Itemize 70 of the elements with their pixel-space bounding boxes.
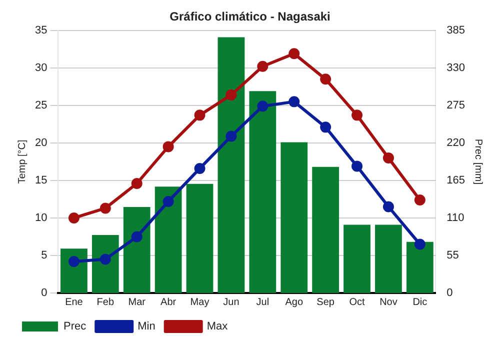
x-tick-label: Jun	[223, 296, 240, 308]
y2-axis-title: Prec [mm]	[472, 138, 484, 185]
y-tick-label: 15	[34, 174, 48, 186]
point	[194, 162, 206, 174]
point	[257, 60, 268, 72]
point	[100, 254, 111, 265]
y2-tick-label: 110	[446, 212, 464, 224]
point	[288, 96, 300, 108]
point	[320, 74, 332, 85]
y-tick-label: 25	[34, 99, 48, 112]
y2-tick-label: 55	[446, 250, 459, 262]
legend-label: Max	[206, 320, 228, 333]
x-tick-label: Nov	[380, 296, 398, 308]
point	[414, 194, 426, 206]
point	[162, 141, 174, 152]
x-tick-label: Abr	[160, 296, 177, 308]
bar	[60, 248, 88, 293]
bar	[312, 166, 340, 293]
bar	[344, 224, 370, 293]
x-tick-label: Ago	[285, 296, 304, 308]
y2-tick-label: 330	[446, 62, 466, 74]
bar	[186, 184, 214, 293]
y2-tick-label: 0	[446, 287, 453, 300]
x-tick-label: Mar	[128, 296, 146, 308]
bar	[154, 186, 182, 293]
x-tick-label: Sep	[316, 296, 335, 308]
point	[382, 152, 394, 164]
x-tick-label: Jul	[256, 296, 270, 308]
y2-tick-label: 385	[446, 24, 466, 36]
bar	[123, 207, 150, 293]
x-tick-label: Dic	[412, 296, 428, 308]
point	[382, 201, 394, 212]
bar	[375, 224, 402, 293]
legend-label: Min	[138, 320, 156, 333]
point	[226, 89, 237, 100]
point	[162, 196, 174, 207]
y-tick-label: 30	[34, 62, 48, 74]
point	[414, 238, 426, 250]
y-tick-label: 20	[34, 136, 48, 149]
chart-title: Gráfico climático - Nagasaki	[170, 10, 330, 24]
y-tick-label: 35	[34, 24, 48, 36]
y-axis-title: Temp [°C]	[16, 139, 28, 184]
bar	[92, 235, 119, 293]
x-tick-label: May	[190, 296, 210, 308]
y-tick-label: 5	[41, 250, 48, 262]
y2-tick-label: 165	[446, 174, 466, 186]
x-tick-label: Feb	[96, 296, 114, 308]
y-tick-label: 10	[34, 212, 48, 224]
x-tick-label: Ene	[65, 296, 84, 308]
y2-tick-label: 220	[446, 136, 466, 149]
point	[288, 48, 300, 60]
y2-tick-label: 275	[446, 99, 466, 112]
point	[320, 122, 332, 133]
point	[68, 256, 80, 267]
point	[100, 202, 111, 214]
point	[352, 110, 363, 121]
x-tick-label: Oct	[349, 296, 366, 308]
bar	[280, 142, 308, 293]
bar	[406, 242, 434, 293]
point	[131, 178, 142, 189]
point	[131, 231, 142, 242]
point	[194, 110, 206, 121]
point	[226, 130, 237, 142]
y-tick-label: 0	[41, 287, 48, 300]
point	[352, 160, 363, 172]
point	[257, 100, 268, 112]
bar	[249, 91, 276, 293]
legend-label: Prec	[64, 320, 87, 333]
point	[68, 212, 80, 224]
bar	[218, 37, 245, 293]
